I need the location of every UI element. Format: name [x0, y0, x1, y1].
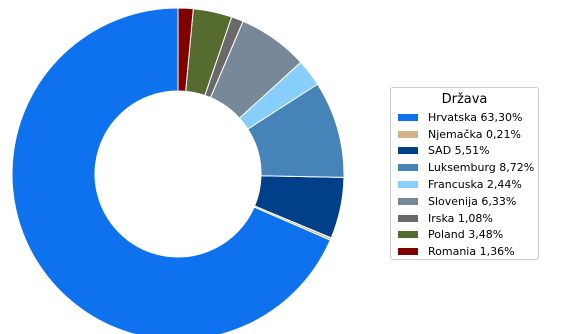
donut-slices	[11, 7, 345, 334]
legend-item-francuska: Francuska 2,44%	[398, 176, 531, 193]
slice-romania	[177, 7, 194, 92]
legend-label: Hrvatska 63,30%	[428, 110, 523, 124]
legend-label: Francuska 2,44%	[428, 178, 522, 192]
legend-label: Luksemburg 8,72%	[428, 161, 535, 175]
legend-label: Poland 3,48%	[428, 228, 504, 242]
legend: Država Hrvatska 63,30% Njemačka 0,21% SAD …	[390, 87, 539, 260]
legend-swatch	[398, 181, 418, 189]
legend-swatch	[398, 113, 418, 121]
legend-swatch	[398, 231, 418, 239]
legend-swatch	[398, 147, 418, 155]
legend-item-luksemburg: Luksemburg 8,72%	[398, 159, 535, 176]
legend-swatch	[398, 197, 418, 205]
legend-item-slovenija: Slovenija 6,33%	[398, 193, 531, 210]
legend-swatch	[398, 248, 418, 256]
slice-hrvatska	[11, 7, 331, 334]
legend-items: Hrvatska 63,30% Njemačka 0,21% SAD 5,51% Lu…	[398, 109, 535, 260]
legend-swatch	[398, 164, 418, 172]
legend-label: Njemačka 0,21%	[428, 127, 521, 141]
legend-label: Irska 1,08%	[428, 211, 493, 225]
legend-item-njemačka: Njemačka 0,21%	[398, 126, 531, 143]
legend-item-poland: Poland 3,48%	[398, 227, 531, 244]
legend-item-romania: Romania 1,36%	[398, 243, 531, 260]
legend-label: SAD 5,51%	[428, 144, 490, 158]
legend-item-sad: SAD 5,51%	[398, 143, 531, 160]
legend-swatch	[398, 214, 418, 222]
legend-swatch	[398, 130, 418, 138]
legend-item-hrvatska: Hrvatska 63,30%	[398, 109, 531, 126]
legend-title: Država	[441, 92, 488, 107]
legend-label: Slovenija 6,33%	[428, 194, 517, 208]
legend-label: Romania 1,36%	[428, 245, 515, 259]
legend-item-irska: Irska 1,08%	[398, 210, 531, 227]
